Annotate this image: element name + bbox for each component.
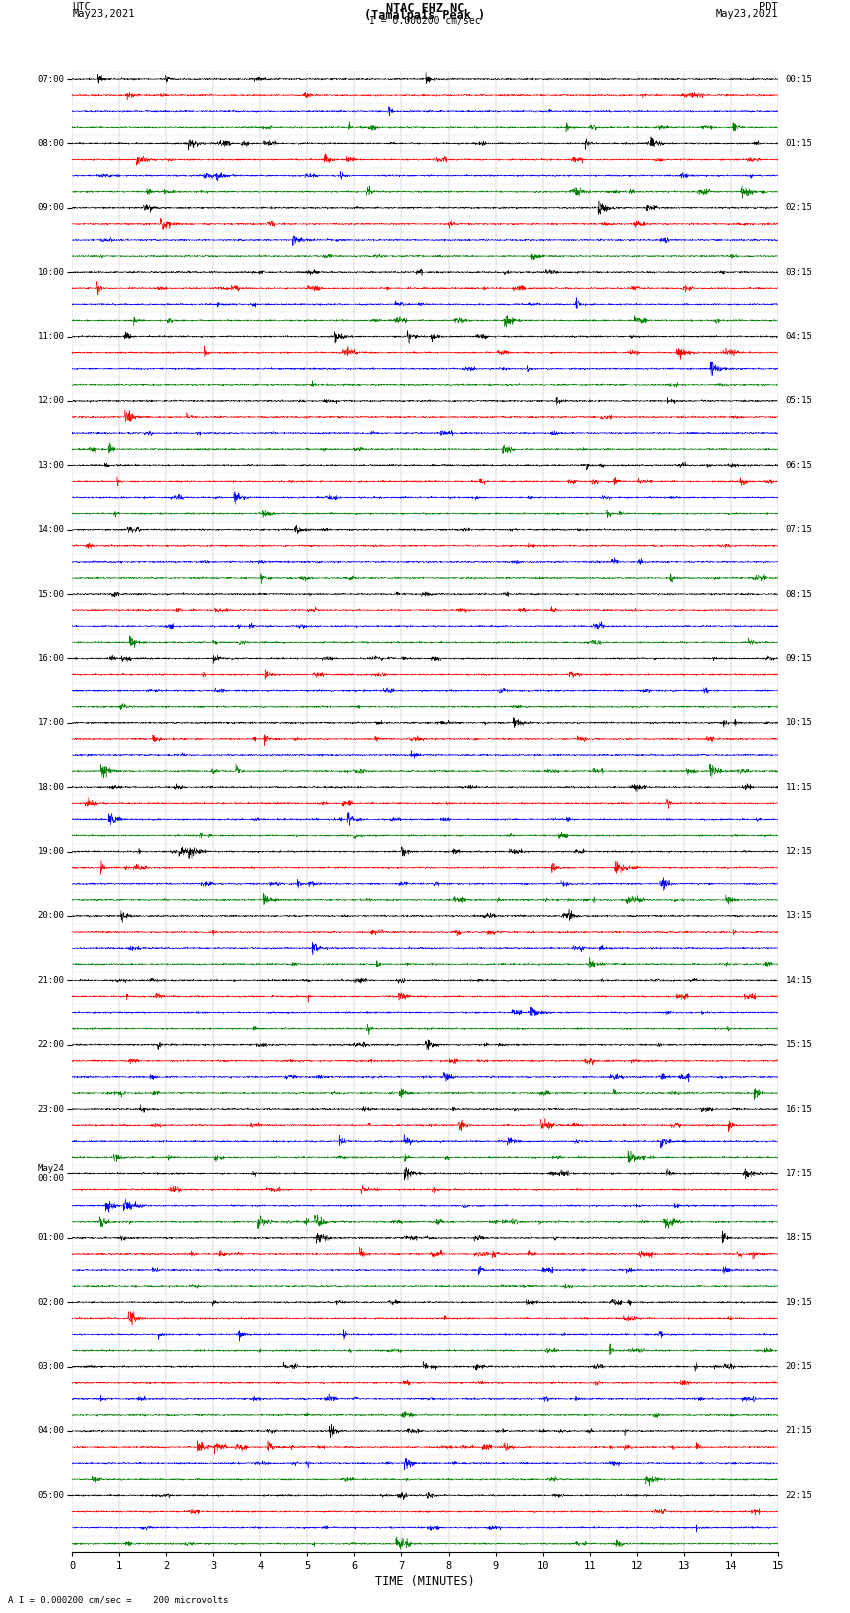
Text: May23,2021: May23,2021 bbox=[715, 10, 778, 19]
Text: UTC: UTC bbox=[72, 3, 91, 13]
X-axis label: TIME (MINUTES): TIME (MINUTES) bbox=[375, 1574, 475, 1587]
Text: A I = 0.000200 cm/sec =    200 microvolts: A I = 0.000200 cm/sec = 200 microvolts bbox=[8, 1595, 229, 1605]
Text: PDT: PDT bbox=[759, 3, 778, 13]
Text: (Tamalpais Peak ): (Tamalpais Peak ) bbox=[365, 10, 485, 23]
Text: NTAC EHZ NC: NTAC EHZ NC bbox=[386, 3, 464, 16]
Text: May23,2021: May23,2021 bbox=[72, 10, 135, 19]
Text: I = 0.000200 cm/sec: I = 0.000200 cm/sec bbox=[369, 16, 481, 26]
